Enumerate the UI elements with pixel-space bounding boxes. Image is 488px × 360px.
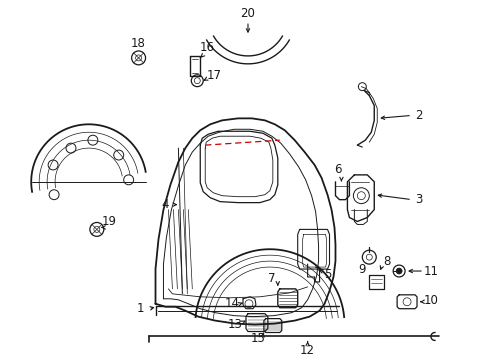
Text: 19: 19 (101, 215, 116, 228)
Text: 7: 7 (267, 273, 275, 285)
Text: 18: 18 (131, 36, 146, 50)
Text: 2: 2 (414, 109, 422, 122)
Text: 14: 14 (224, 297, 239, 310)
Text: 15: 15 (250, 332, 265, 345)
Text: 20: 20 (240, 7, 255, 20)
Text: 3: 3 (414, 193, 422, 206)
Text: 10: 10 (423, 294, 437, 307)
Text: 12: 12 (300, 344, 314, 357)
Text: 11: 11 (423, 265, 438, 278)
Text: 1: 1 (137, 302, 144, 315)
Circle shape (395, 268, 401, 274)
Text: 4: 4 (162, 198, 169, 211)
Text: 5: 5 (323, 267, 330, 280)
Text: 16: 16 (199, 41, 214, 54)
Text: 9: 9 (358, 262, 366, 275)
Text: 17: 17 (206, 69, 221, 82)
Text: 8: 8 (383, 255, 390, 267)
Text: 6: 6 (333, 163, 341, 176)
Text: 13: 13 (227, 318, 242, 331)
